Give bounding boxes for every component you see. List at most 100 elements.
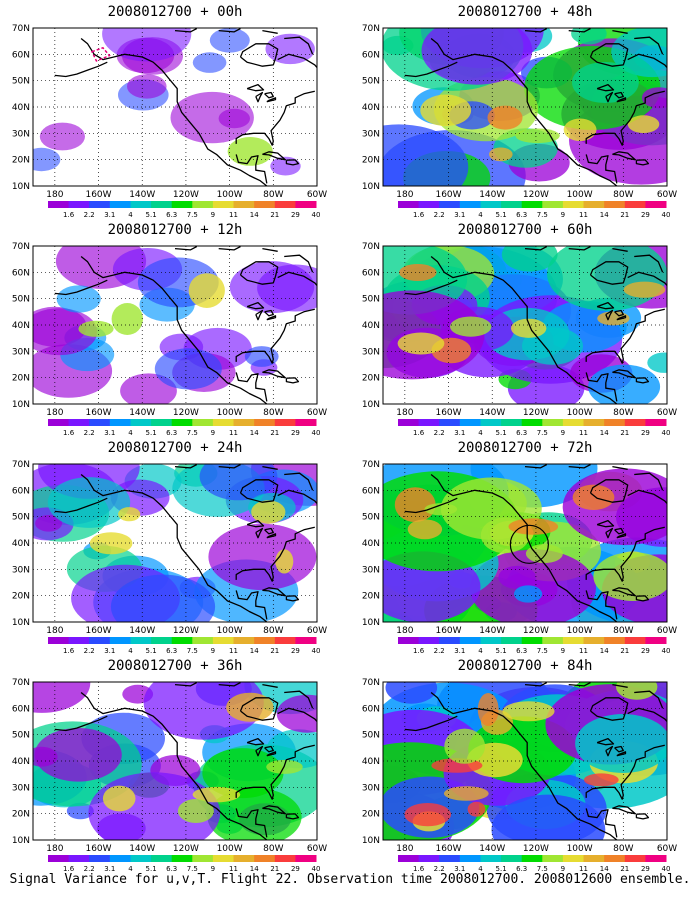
coastline: [596, 737, 615, 746]
colorbar-label: 2.2: [434, 429, 445, 436]
lat-tick-label: 10N: [362, 182, 380, 192]
colorbar-swatch: [398, 419, 420, 426]
coastline: [80, 473, 268, 622]
coastline: [264, 527, 274, 535]
variance-contour: [421, 28, 533, 85]
map-panel-36h: 2008012700 + 36h 70N 60N 50N 40N 30N 20N 10N 180…: [0, 654, 350, 872]
colorbar-swatch: [233, 637, 255, 644]
colorbar-swatch: [501, 855, 523, 862]
lat-tick-label: 10N: [12, 618, 30, 628]
lon-tick-label: 160W: [85, 844, 111, 854]
lat-tick-label: 30N: [12, 347, 30, 357]
panel-title: 2008012700 + 72h: [457, 440, 593, 456]
coastline: [80, 255, 268, 404]
colorbar-swatch: [274, 201, 296, 208]
colorbar-swatch: [439, 419, 461, 426]
colorbar-label: 14: [600, 211, 609, 218]
lon-tick-label: 160W: [85, 626, 111, 636]
colorbar-label: 9: [211, 429, 215, 436]
colorbar-label: 2.2: [434, 647, 445, 654]
variance-contour: [127, 74, 167, 99]
variance-contour: [33, 746, 58, 767]
colorbar-swatch: [501, 419, 523, 426]
coastline: [616, 751, 627, 757]
lat-tick-label: 20N: [362, 810, 380, 820]
colorbar-label: 9: [211, 647, 215, 654]
lon-tick-label: 140W: [479, 844, 505, 854]
coastline: [255, 91, 264, 103]
variance-contour: [199, 464, 278, 501]
variance-contour: [491, 794, 606, 840]
lat-tick-label: 20N: [362, 156, 380, 166]
colorbar-swatch: [274, 637, 296, 644]
coastline: [284, 472, 314, 491]
lon-tick-label: 80W: [613, 844, 633, 854]
colorbar-label: 11: [579, 429, 588, 436]
colorbar-swatch: [562, 201, 584, 208]
lat-tick-label: 50N: [12, 77, 30, 87]
colorbar-swatch: [295, 201, 317, 208]
lat-tick-label: 30N: [12, 565, 30, 575]
lat-tick-label: 30N: [362, 129, 380, 139]
coastline: [585, 808, 618, 838]
colorbar-label: 3.1: [104, 647, 115, 654]
colorbar-swatch: [604, 419, 626, 426]
colorbar-label: 21: [270, 865, 279, 872]
variance-contour: [383, 124, 469, 186]
colorbar-swatch: [130, 637, 152, 644]
lon-tick-label: 140W: [129, 844, 155, 854]
coastline: [430, 691, 618, 840]
colorbar-swatch: [562, 419, 584, 426]
colorbar-label: 3.1: [104, 211, 115, 218]
colorbar-swatch: [583, 637, 605, 644]
variance-core: [118, 507, 141, 522]
variance-contour: [208, 523, 317, 591]
coastline: [80, 37, 268, 186]
variance-contour: [266, 729, 317, 769]
variance-map: 70N 60N 50N 40N 30N 20N 10N 180 160W 140W 120W 100W…: [12, 242, 327, 436]
variance-contour: [207, 787, 302, 840]
lon-tick-label: 120W: [523, 844, 549, 854]
coastline: [284, 254, 314, 273]
colorbar-swatch: [624, 637, 646, 644]
colorbar-swatch: [542, 419, 564, 426]
variance-contour: [593, 552, 667, 601]
colorbar-swatch: [604, 855, 626, 862]
colorbar-swatch: [583, 419, 605, 426]
colorbar-swatch: [645, 419, 667, 426]
colorbar-swatch: [151, 855, 173, 862]
variance-core: [177, 799, 214, 823]
coastline: [277, 271, 317, 302]
lat-tick-label: 70N: [12, 678, 30, 688]
colorbar-swatch: [109, 419, 131, 426]
colorbar-label: 5.1: [146, 429, 157, 436]
colorbar-label: 2.2: [84, 647, 95, 654]
colorbar-label: 4: [478, 865, 483, 872]
coastline: [262, 151, 286, 161]
lat-tick-label: 60N: [362, 268, 380, 278]
colorbar-swatch: [68, 855, 90, 862]
colorbar-label: 29: [641, 429, 650, 436]
lon-tick-label: 100W: [217, 844, 243, 854]
colorbar-swatch: [151, 637, 173, 644]
coastline: [605, 91, 614, 103]
colorbar-swatch: [459, 855, 481, 862]
colorbar-label: 40: [662, 647, 671, 654]
colorbar-label: 9: [211, 211, 215, 218]
colorbar-label: 29: [291, 211, 300, 218]
variance-map: 70N 60N 50N 40N 30N 20N 10N 180 160W 140W 120W 100W…: [362, 24, 677, 218]
colorbar-swatch: [583, 855, 605, 862]
coastline: [218, 246, 241, 251]
colorbar-swatch: [398, 855, 420, 862]
coastline: [404, 279, 458, 296]
variance-contour: [192, 52, 227, 73]
colorbar-label: 1.6: [63, 865, 75, 872]
variance-core: [78, 320, 114, 337]
colorbar-label: 5.1: [496, 211, 507, 218]
lon-tick-label: 160W: [435, 190, 461, 200]
colorbar-swatch: [583, 201, 605, 208]
map-panel-72h: 2008012700 + 72h 70N 60N 50N 40N 30N 20N 10N 180…: [350, 436, 700, 654]
colorbar-label: 11: [229, 211, 238, 218]
colorbar-label: 3.1: [454, 429, 465, 436]
colorbar-label: 4: [478, 429, 483, 436]
